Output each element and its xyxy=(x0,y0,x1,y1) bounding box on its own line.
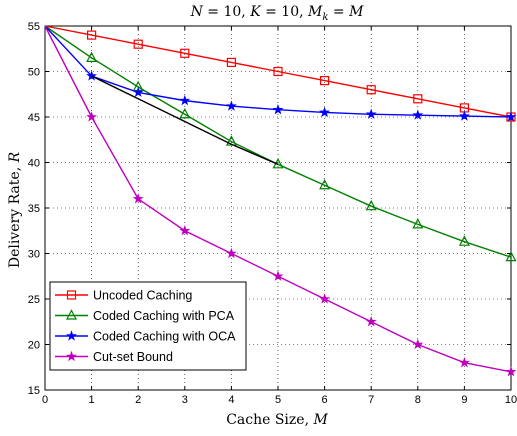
data-point-coded-caching-with-pca xyxy=(179,107,191,119)
data-point-coded-caching-with-pca xyxy=(225,135,237,146)
legend-label-coded-caching-with-pca: Coded Caching with PCA xyxy=(93,309,235,323)
y-tick-label: 20 xyxy=(28,340,40,352)
legend-box xyxy=(49,281,247,371)
data-point-cut-set-bound xyxy=(132,193,144,204)
data-point-uncoded-caching xyxy=(226,57,236,68)
x-axis-label: Cache Size, M xyxy=(226,412,328,428)
data-point-coded-caching-with-pca xyxy=(86,51,98,62)
data-point-uncoded-caching xyxy=(133,39,143,49)
legend-label-coded-caching-with-oca: Coded Caching with OCA xyxy=(93,330,236,344)
x-tick-label: 2 xyxy=(135,394,141,406)
data-point-coded-caching-with-oca xyxy=(132,86,144,98)
x-tick-label: 6 xyxy=(322,394,328,406)
data-point-coded-caching-with-oca xyxy=(458,110,470,121)
data-point-coded-caching-with-oca xyxy=(319,106,331,118)
data-point-coded-caching-with-oca xyxy=(225,100,237,111)
data-point-coded-caching-with-pca xyxy=(319,178,331,190)
legend-marker-cut-set-bound xyxy=(66,350,77,362)
x-tick-label: 0 xyxy=(42,394,48,406)
y-tick-label: 30 xyxy=(28,249,40,261)
legend-marker-coded-caching-with-oca xyxy=(66,330,77,341)
data-point-uncoded-caching xyxy=(413,94,423,104)
x-tick-label: 5 xyxy=(275,394,281,406)
y-tick-label: 50 xyxy=(28,67,40,79)
data-point-coded-caching-with-pca xyxy=(412,218,424,229)
data-point-cut-set-bound xyxy=(225,247,237,259)
x-tick-label: 8 xyxy=(415,394,421,406)
data-point-cut-set-bound xyxy=(365,316,377,327)
y-tick-label: 45 xyxy=(28,112,40,124)
data-point-coded-caching-with-pca xyxy=(458,235,470,246)
legend-marker-coded-caching-with-pca xyxy=(66,309,77,320)
data-point-uncoded-caching xyxy=(366,85,376,95)
y-axis-label: Delivery Rate, R xyxy=(7,151,23,268)
x-tick-label: 10 xyxy=(505,394,517,406)
series-line-reference-line xyxy=(91,75,279,165)
data-point-coded-caching-with-oca xyxy=(86,70,98,81)
chart-title: N = 10, K = 10, Mk = M xyxy=(190,4,364,23)
y-tick-label: 15 xyxy=(28,385,40,397)
data-point-coded-caching-with-oca xyxy=(412,109,424,120)
y-tick-label: 40 xyxy=(28,158,40,170)
y-tick-label: 55 xyxy=(28,21,40,33)
data-point-uncoded-caching xyxy=(320,75,330,86)
legend-marker-uncoded-caching xyxy=(66,290,77,300)
data-point-cut-set-bound xyxy=(412,338,424,350)
data-point-cut-set-bound xyxy=(458,356,470,368)
data-point-coded-caching-with-pca xyxy=(365,199,377,211)
data-point-coded-caching-with-oca xyxy=(179,94,191,106)
data-point-uncoded-caching xyxy=(86,30,97,40)
y-tick-label: 25 xyxy=(28,294,40,306)
data-point-coded-caching-with-oca xyxy=(365,108,377,119)
series-line-uncoded-caching xyxy=(44,25,512,118)
data-point-uncoded-caching xyxy=(273,66,283,77)
data-point-cut-set-bound xyxy=(272,270,284,281)
data-point-cut-set-bound xyxy=(179,225,191,236)
x-tick-label: 4 xyxy=(228,394,234,406)
legend-label-uncoded-caching: Uncoded Caching xyxy=(93,289,192,303)
data-point-coded-caching-with-oca xyxy=(505,111,517,122)
data-point-coded-caching-with-pca xyxy=(505,250,517,262)
y-tick-label: 35 xyxy=(28,203,40,215)
x-tick-label: 3 xyxy=(182,394,188,406)
x-tick-label: 1 xyxy=(89,394,95,406)
data-point-cut-set-bound xyxy=(86,111,98,122)
data-point-cut-set-bound xyxy=(505,366,517,377)
data-point-uncoded-caching xyxy=(180,48,190,58)
x-tick-label: 7 xyxy=(368,394,374,406)
data-point-cut-set-bound xyxy=(319,293,331,304)
x-tick-label: 9 xyxy=(461,394,467,406)
legend-label-cut-set-bound: Cut-set Bound xyxy=(93,350,173,364)
data-point-coded-caching-with-oca xyxy=(272,104,284,115)
